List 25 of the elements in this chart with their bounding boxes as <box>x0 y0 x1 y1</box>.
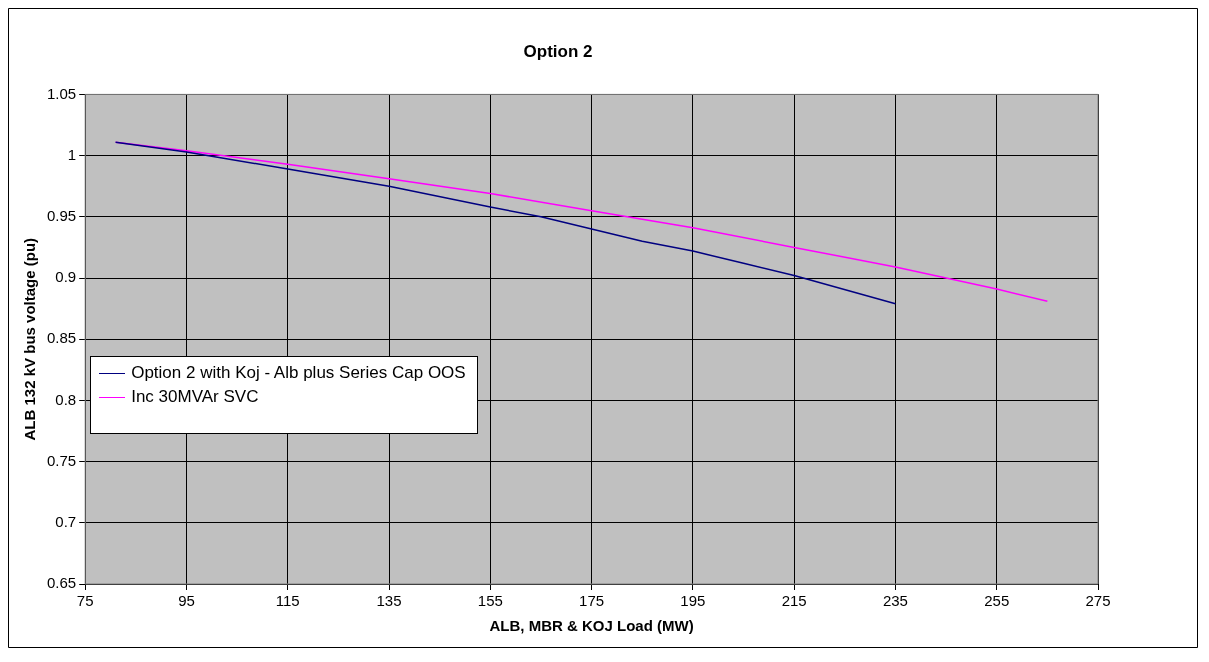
y-tick-label: 1.05 <box>46 84 77 102</box>
x-tick-label: 215 <box>781 592 807 610</box>
y-tick-label: 0.85 <box>46 329 77 347</box>
x-tick-label: 115 <box>275 592 300 610</box>
x-axis-title: ALB, MBR & KOJ Load (MW) <box>489 617 694 635</box>
x-tick-label: 95 <box>178 592 195 610</box>
legend-label: Inc 30MVAr SVC <box>131 387 259 407</box>
y-tick-label: 1 <box>67 145 77 163</box>
x-tick-label: 155 <box>477 592 503 610</box>
y-tick-label: 0.9 <box>55 268 77 286</box>
legend-label: Option 2 with Koj - Alb plus Series Cap OOS <box>131 363 466 383</box>
x-tick-label: 255 <box>984 592 1010 610</box>
x-tick-label: 75 <box>76 592 94 610</box>
y-tick-label: 0.95 <box>46 206 77 224</box>
x-tick-label: 275 <box>1085 592 1111 610</box>
y-tick-label: 0.75 <box>46 451 77 469</box>
x-tick-label: 135 <box>376 592 402 610</box>
x-tick-label: 235 <box>882 592 908 610</box>
y-tick-label: 0.8 <box>55 390 77 408</box>
x-tick-label: 195 <box>680 592 706 610</box>
chart-title: Option 2 <box>523 41 593 61</box>
y-tick-label: 0.65 <box>46 574 77 592</box>
y-axis-title: ALB 132 kV bus voltage (pu) <box>21 237 39 441</box>
y-tick-label: 0.7 <box>55 512 77 530</box>
x-tick-label: 175 <box>579 592 605 610</box>
